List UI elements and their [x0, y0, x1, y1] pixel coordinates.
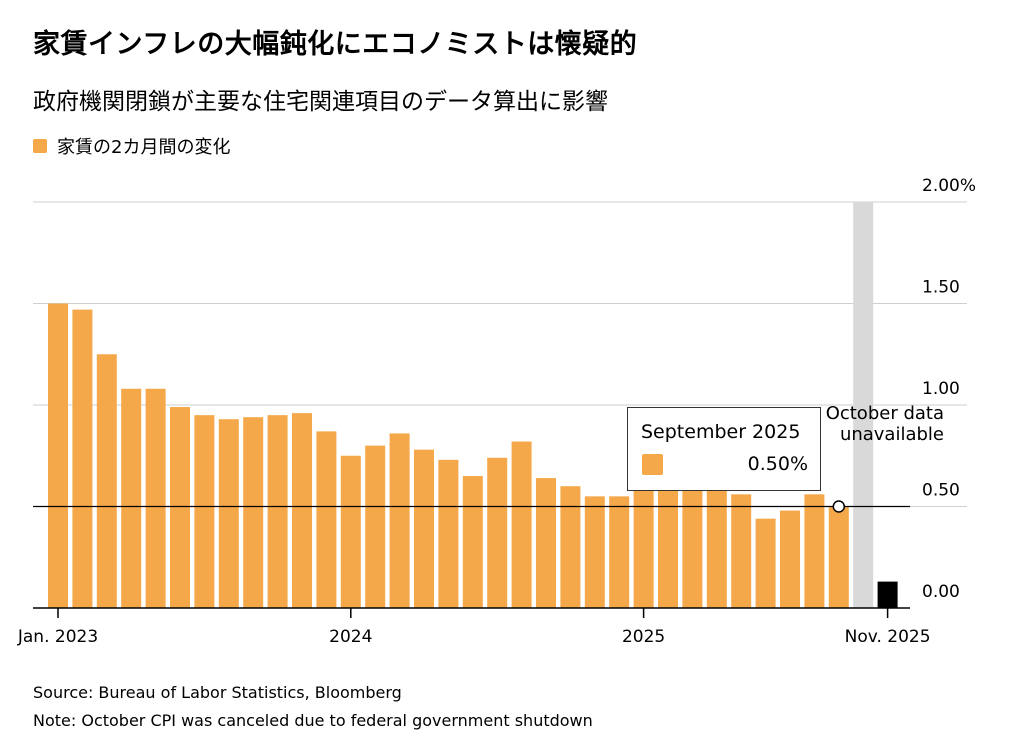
bar-20 [536, 478, 556, 608]
bar-34 [877, 581, 898, 608]
bar-31 [804, 494, 825, 608]
bar-26 [682, 490, 703, 608]
bar-10 [292, 413, 312, 608]
bar-5 [170, 407, 190, 608]
bar-32 [828, 506, 849, 608]
bar-25 [658, 490, 678, 608]
y-tick-label-2: 1.00 [922, 379, 960, 399]
y-tick-label-0: 2.00% [922, 176, 976, 196]
y-tick-label-1: 1.50 [922, 278, 960, 298]
bar-14 [389, 433, 410, 608]
bar-18 [487, 457, 508, 608]
footnote: Note: October CPI was canceled due to fe… [33, 711, 593, 730]
bar-12 [340, 455, 361, 608]
bar-0 [48, 303, 68, 608]
x-tick-labels: Jan. 2023 2024 2025 Nov. 2025 [17, 627, 931, 647]
bar-21 [560, 486, 581, 608]
source-note: Source: Bureau of Labor Statistics, Bloo… [33, 683, 402, 702]
bar-9 [267, 415, 288, 608]
bar-6 [194, 415, 215, 608]
bar-19 [511, 441, 532, 608]
october-annotation-line1: October data [825, 403, 944, 424]
october-annotation: October data unavailable [820, 403, 944, 445]
bar-1 [72, 309, 93, 608]
bar-30 [780, 510, 800, 608]
x-tick-label-0: Jan. 2023 [17, 627, 98, 647]
bar-17 [462, 476, 483, 608]
tooltip-swatch [642, 454, 663, 475]
legend-swatch [33, 139, 47, 153]
tooltip-label: September 2025 [641, 421, 801, 443]
bar-23 [609, 496, 630, 608]
bars [48, 303, 898, 608]
bar-24 [633, 490, 654, 608]
tooltip-value: 0.50% [747, 453, 808, 475]
x-axis [33, 607, 910, 618]
reference-line-group [33, 500, 910, 513]
bar-13 [365, 445, 386, 608]
chart-subtitle: 政府機関閉鎖が主要な住宅関連項目のデータ算出に影響 [33, 89, 608, 115]
bar-16 [438, 459, 459, 608]
x-tick-label-3: Nov. 2025 [845, 627, 931, 647]
bar-2 [96, 354, 117, 608]
x-tick-label-1: 2024 [329, 627, 372, 647]
bar-3 [121, 388, 142, 608]
chart-title: 家賃インフレの大幅鈍化にエコノミストは懐疑的 [33, 29, 638, 60]
legend-label: 家賃の2カ月間の変化 [57, 137, 231, 158]
y-tick-label-3: 0.50 [922, 481, 960, 501]
bar-7 [218, 419, 239, 608]
y-tick-labels: 2.00% 1.50 1.00 0.50 0.00 [922, 176, 976, 602]
bar-8 [243, 417, 264, 608]
october-annotation-line2: unavailable [839, 424, 944, 445]
bar-4 [145, 388, 166, 608]
x-tick-label-2: 2025 [622, 627, 665, 647]
legend: 家賃の2カ月間の変化 [33, 133, 230, 159]
y-tick-label-4: 0.00 [922, 582, 960, 602]
highlight-marker [832, 500, 846, 513]
bar-28 [731, 494, 752, 608]
bar-29 [755, 518, 776, 608]
tooltip: September 2025 0.50% [627, 407, 821, 491]
bar-22 [584, 496, 605, 608]
bar-11 [316, 431, 337, 608]
bar-15 [414, 449, 434, 608]
bar-27 [706, 490, 727, 608]
